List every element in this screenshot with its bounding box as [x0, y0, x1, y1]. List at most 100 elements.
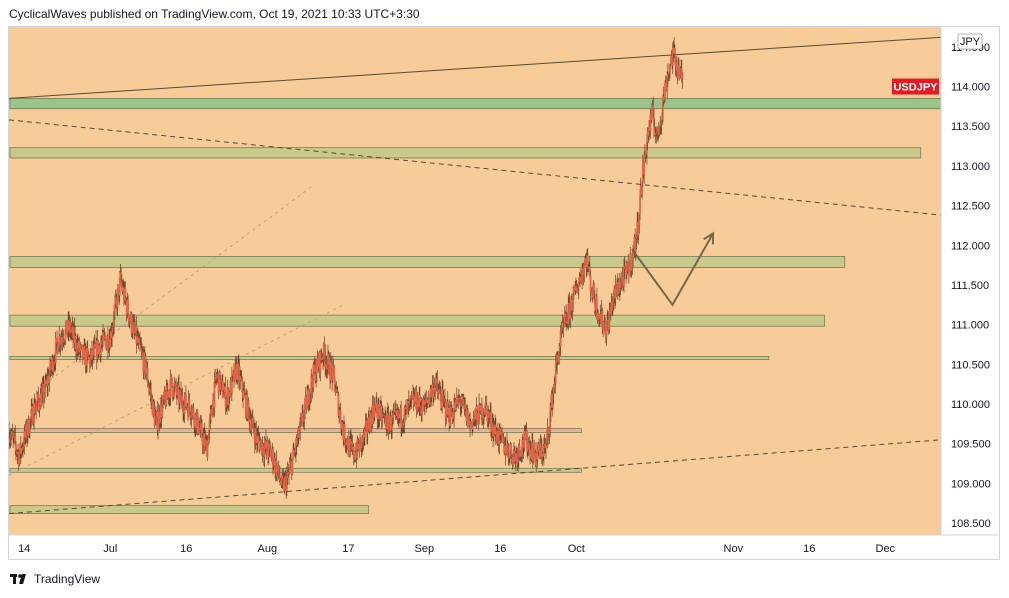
candle-body	[560, 331, 563, 332]
candle-body	[680, 68, 682, 70]
candle-body	[674, 53, 677, 67]
price-tick-label: 112.500	[951, 201, 990, 213]
candle-body	[158, 411, 161, 424]
candle-body	[268, 443, 271, 446]
candle-body	[426, 402, 429, 404]
candle-body	[669, 64, 671, 73]
candle-body	[147, 382, 150, 387]
candle-body	[251, 419, 253, 425]
candle-body	[281, 475, 283, 486]
candle-body	[460, 404, 463, 406]
candle-body	[632, 247, 635, 249]
candle-body	[441, 389, 444, 395]
candle-body	[487, 411, 490, 418]
candle-body	[53, 362, 56, 366]
candle-body	[504, 445, 507, 456]
candle-body	[70, 331, 72, 334]
candle-body	[283, 478, 286, 491]
candle-body	[681, 74, 684, 79]
projection-arrowhead	[703, 231, 715, 245]
support-resistance-zone	[9, 428, 582, 434]
candle-body	[165, 385, 168, 406]
candle-body	[588, 266, 591, 276]
candle-body	[25, 425, 28, 439]
support-resistance-zone	[9, 255, 846, 268]
candle-body	[100, 343, 103, 345]
candle-body	[113, 304, 116, 312]
symbol-tag-label: USDJPY	[893, 82, 938, 94]
price-tick-label: 114.000	[951, 82, 990, 94]
candle-body	[650, 106, 653, 121]
candle-body	[312, 364, 315, 388]
candle-body	[159, 421, 162, 424]
candle-body	[331, 364, 334, 381]
candle-body	[285, 478, 288, 492]
candle-body	[124, 287, 127, 298]
candle-body	[258, 436, 260, 441]
candle-body	[517, 456, 520, 464]
candle-body	[243, 390, 246, 394]
candle-body	[103, 334, 106, 337]
candle-body	[226, 399, 228, 405]
candle-body	[545, 443, 547, 449]
candle-body	[336, 389, 338, 392]
candle-body	[510, 443, 513, 457]
candle-body	[208, 420, 211, 431]
candle-body	[69, 322, 72, 334]
candle-body	[216, 375, 219, 378]
time-tick-label: Jul	[103, 543, 117, 555]
candle-body	[249, 419, 252, 430]
currency-badge-box	[957, 33, 983, 50]
candle-body	[405, 407, 407, 410]
candle-body	[546, 428, 549, 438]
candle-body	[109, 331, 112, 348]
candle-body	[259, 442, 262, 450]
candle-body	[104, 336, 107, 340]
candle-body	[100, 344, 102, 355]
candle-body	[533, 442, 536, 455]
candle-body	[430, 389, 433, 398]
usdjpy-chart[interactable]: 114.500114.000113.500113.000112.500112.0…	[9, 27, 999, 559]
candle-body	[505, 453, 508, 456]
candle-body	[306, 396, 308, 410]
candle-body	[483, 414, 486, 415]
candle-body	[437, 390, 440, 394]
candle-body	[579, 276, 582, 281]
candle-body	[252, 417, 255, 428]
candle-body	[115, 297, 118, 300]
publisher-header: CyclicalWaves published on TradingView.c…	[9, 7, 420, 21]
candle-body	[102, 331, 105, 335]
candle-body	[498, 427, 501, 445]
candle-body	[478, 404, 481, 425]
candle-body	[339, 409, 342, 423]
candle-body	[23, 431, 26, 448]
chart-container[interactable]: 114.500114.000113.500113.000112.500112.0…	[8, 26, 1000, 560]
candle-body	[63, 341, 65, 343]
candle-body	[28, 433, 31, 436]
candle-body	[20, 447, 23, 454]
candle-body	[626, 262, 629, 265]
candle-body	[435, 378, 438, 382]
candle-body	[646, 141, 648, 155]
support-resistance-zone	[9, 98, 942, 110]
candle-body	[242, 390, 245, 399]
candle-body	[494, 424, 497, 435]
candle-body	[162, 396, 164, 405]
candle-body	[472, 421, 475, 422]
candle-body	[584, 260, 586, 265]
candle-body	[519, 451, 522, 457]
footer: TradingView	[10, 572, 100, 586]
candle-body	[65, 320, 68, 336]
candle-body	[556, 354, 559, 359]
candle-body	[666, 78, 669, 91]
candle-body	[311, 376, 313, 383]
candle-body	[279, 477, 281, 481]
candle-body	[673, 48, 676, 54]
trend-line	[9, 439, 942, 515]
candle-body	[609, 306, 612, 315]
candle-body	[411, 396, 414, 399]
candle-body	[49, 361, 52, 371]
candle-body	[336, 391, 339, 395]
candle-body	[221, 379, 224, 381]
candle-body	[662, 96, 664, 112]
